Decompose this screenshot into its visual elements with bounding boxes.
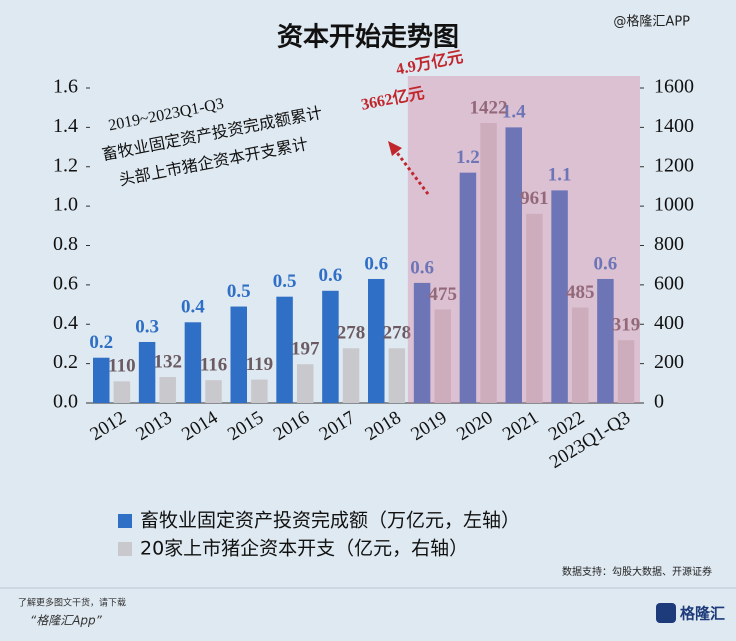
x-tick-label: 2016 <box>270 407 313 445</box>
source: 数据支持：勾股大数据、开源证券 <box>562 565 712 578</box>
y-tick-label: 1.0 <box>53 194 78 216</box>
data-label: 0.6 <box>364 253 388 274</box>
data-label: 197 <box>291 339 320 360</box>
y-tick-label: 0.8 <box>53 233 78 255</box>
bar <box>434 309 451 403</box>
y2-tick-label: 1600 <box>654 76 694 98</box>
y-tick-label: 0.0 <box>53 391 78 413</box>
data-label: 0.4 <box>181 297 205 318</box>
bar <box>159 377 176 403</box>
chart-title: 资本开始走势图 <box>277 23 459 53</box>
logo-text: 格隆汇 <box>680 605 725 623</box>
y2-tick-label: 400 <box>654 312 684 334</box>
x-tick-label: 2013 <box>132 407 175 445</box>
y2-tick-label: 800 <box>654 233 684 255</box>
data-label: 0.6 <box>319 265 343 286</box>
y2-tick-label: 600 <box>654 272 684 294</box>
bar <box>505 127 522 403</box>
y2-tick-label: 1400 <box>654 115 694 137</box>
bar <box>551 190 568 403</box>
data-label: 485 <box>566 282 595 303</box>
x-tick-label: 2021 <box>499 407 542 445</box>
data-label: 0.5 <box>227 281 251 302</box>
watermark: @格隆汇APP <box>613 14 690 30</box>
footer-text: 了解更多图文干货，请下载 <box>18 597 126 609</box>
bar <box>184 322 202 403</box>
bar <box>322 290 339 403</box>
y-tick-label: 1.2 <box>53 154 78 176</box>
bar <box>138 341 156 403</box>
footer-app: “格隆汇App” <box>30 614 103 628</box>
bar <box>342 348 360 403</box>
data-label: 278 <box>383 323 412 344</box>
y2-tick-label: 1200 <box>654 154 694 176</box>
bar <box>251 379 268 403</box>
x-tick-label: 2019 <box>407 407 450 445</box>
bar <box>480 123 497 403</box>
data-label: 278 <box>337 323 366 344</box>
data-label: 119 <box>246 354 273 375</box>
x-tick-label: 2020 <box>453 407 496 445</box>
y-tick-label: 1.4 <box>53 115 78 137</box>
data-label: 1.4 <box>502 102 526 123</box>
y2-tick-label: 1000 <box>654 194 694 216</box>
y2-tick-label: 0 <box>654 391 664 413</box>
legend-label: 20家上市猪企资本开支（亿元，右轴） <box>140 538 468 560</box>
data-label: 475 <box>428 284 457 305</box>
bar <box>526 213 543 403</box>
y-tick-label: 1.6 <box>53 76 78 98</box>
y-tick-label: 0.2 <box>53 351 78 373</box>
data-label: 1.1 <box>548 165 572 186</box>
bar <box>571 307 589 403</box>
x-tick-label: 2015 <box>224 407 267 445</box>
x-tick-label: 2014 <box>178 407 222 445</box>
legend-swatch <box>118 514 132 528</box>
data-label: 0.5 <box>273 271 297 292</box>
data-label: 116 <box>200 355 227 376</box>
legend-swatch <box>118 542 132 556</box>
bar <box>230 306 247 403</box>
data-label: 1422 <box>470 97 508 118</box>
data-label: 0.2 <box>89 332 113 353</box>
bar <box>413 282 431 403</box>
x-tick-label: 2018 <box>362 407 405 445</box>
arrow-head <box>388 141 402 156</box>
legend-label: 畜牧业固定资产投资完成额（万亿元，左轴） <box>140 510 520 532</box>
bar <box>296 364 314 403</box>
bar <box>459 172 477 403</box>
data-label: 961 <box>520 188 549 209</box>
bar <box>276 296 293 403</box>
data-label: 132 <box>153 351 182 372</box>
data-label: 0.6 <box>594 253 618 274</box>
data-label: 0.3 <box>135 316 159 337</box>
bar <box>388 348 406 403</box>
bar <box>368 278 385 403</box>
data-label: 319 <box>612 315 641 336</box>
x-tick-label: 2017 <box>316 407 359 445</box>
logo-icon <box>656 603 676 623</box>
bar <box>113 381 131 403</box>
bar <box>597 278 614 403</box>
bar <box>617 340 635 403</box>
data-label: 110 <box>108 356 135 377</box>
highlight <box>407 76 640 403</box>
data-label: 1.2 <box>456 147 480 168</box>
y2-tick-label: 200 <box>654 351 684 373</box>
data-label: 0.6 <box>410 257 434 278</box>
y-tick-label: 0.4 <box>53 312 78 334</box>
bar <box>93 357 110 403</box>
bar <box>205 380 222 403</box>
x-tick-label: 2012 <box>87 407 130 445</box>
y-tick-label: 0.6 <box>53 272 78 294</box>
